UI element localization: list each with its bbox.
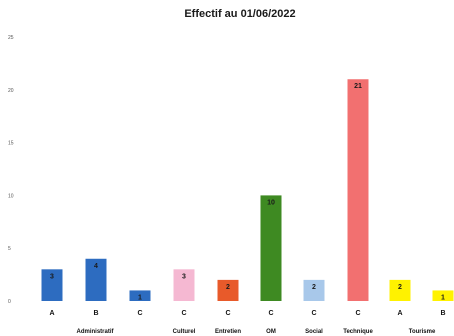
data-label: 2 bbox=[398, 284, 402, 291]
x-tick-label: C bbox=[311, 310, 316, 317]
data-label: 2 bbox=[226, 284, 230, 291]
data-label: 3 bbox=[182, 273, 186, 280]
bar bbox=[41, 269, 63, 301]
y-tick-label: 5 bbox=[8, 246, 11, 252]
group-label: Administratif bbox=[76, 329, 114, 335]
bar bbox=[217, 279, 239, 301]
bar bbox=[432, 290, 454, 301]
x-tick-label: A bbox=[49, 310, 54, 317]
y-tick-label: 0 bbox=[8, 299, 11, 305]
x-tick-label: C bbox=[355, 310, 360, 317]
bar bbox=[173, 269, 195, 301]
data-label: 1 bbox=[138, 294, 142, 301]
bar bbox=[260, 195, 282, 301]
y-tick-label: 25 bbox=[8, 35, 14, 41]
data-label: 10 bbox=[267, 199, 275, 206]
group-label: Tourisme bbox=[409, 329, 436, 335]
group-label: Culturel bbox=[173, 329, 196, 335]
bar bbox=[129, 290, 151, 301]
group-label: Entretien bbox=[215, 329, 241, 335]
group-labels: Administratif Culturel Entretien OM Social Te… bbox=[76, 329, 435, 335]
y-tick-label: 10 bbox=[8, 193, 14, 199]
bar bbox=[303, 279, 325, 301]
data-label: 3 bbox=[50, 273, 54, 280]
y-tick-label: 20 bbox=[8, 88, 14, 94]
x-tick-label: C bbox=[268, 310, 273, 317]
bar bbox=[389, 279, 411, 301]
x-tick-label: A bbox=[397, 310, 402, 317]
data-label: 1 bbox=[441, 294, 445, 301]
group-label: Social bbox=[305, 329, 323, 335]
bar bbox=[347, 79, 369, 302]
group-label: Technique bbox=[343, 329, 373, 335]
x-tick-label: C bbox=[181, 310, 186, 317]
data-label: 4 bbox=[94, 263, 98, 270]
y-tick-label: 15 bbox=[8, 141, 14, 147]
group-label: OM bbox=[266, 329, 276, 335]
chart-title: Effectif au 01/06/2022 bbox=[184, 8, 295, 20]
x-tick-label: C bbox=[225, 310, 230, 317]
y-axis: 0 5 10 15 20 25 bbox=[8, 35, 14, 305]
x-tick-label: C bbox=[137, 310, 142, 317]
x-tick-label: B bbox=[440, 310, 445, 317]
data-label: 21 bbox=[354, 83, 362, 90]
data-label: 2 bbox=[312, 284, 316, 291]
bar bbox=[85, 258, 107, 301]
x-tick-label: B bbox=[93, 310, 98, 317]
